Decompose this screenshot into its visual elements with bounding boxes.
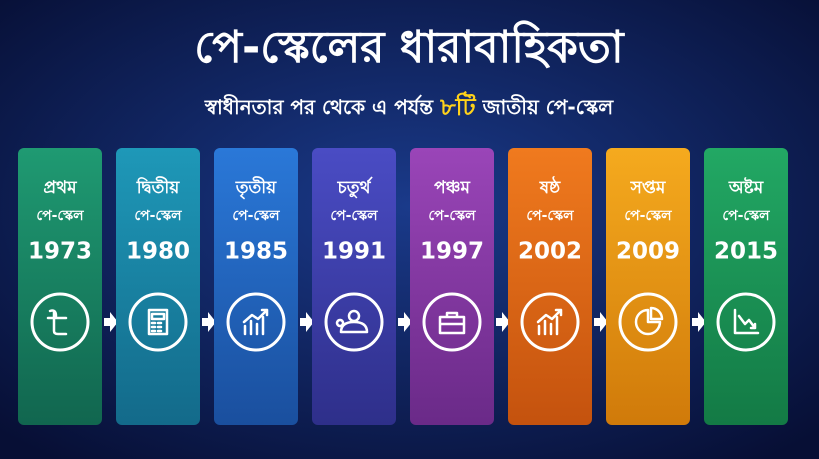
card-background — [606, 148, 690, 425]
icon-circle — [324, 292, 384, 352]
card-year: 1997 — [420, 239, 484, 265]
icon-circle — [226, 292, 286, 352]
card-year: 1973 — [28, 239, 92, 265]
icon — [242, 308, 269, 336]
card: দ্বিতীয় পে-স্কেল 1980 — [116, 148, 200, 425]
arrow — [300, 312, 314, 332]
card: চতুর্থ পে-স্কেল 1991 — [312, 148, 396, 425]
arrow — [692, 312, 706, 332]
card-ordinal: দ্বিতীয় — [136, 176, 181, 198]
card-background — [410, 148, 494, 425]
card-ordinal: সপ্তম — [630, 178, 666, 198]
icon-circle — [128, 292, 188, 352]
icon — [733, 308, 760, 335]
card-year: 2009 — [616, 239, 680, 265]
subtitle: স্বাধীনতার পর থেকে এ পর্যন্ত ৮টি জাতীয় … — [204, 91, 614, 121]
card-year: 1991 — [322, 239, 386, 265]
icon — [634, 306, 664, 336]
arrow — [104, 312, 118, 332]
card-year: 1985 — [224, 239, 288, 265]
card-background — [704, 148, 788, 425]
icon-circle — [30, 292, 90, 352]
icon — [536, 308, 563, 336]
card-label: পে-স্কেল — [624, 208, 672, 224]
card-background — [214, 148, 298, 425]
card-year: 1980 — [126, 239, 190, 265]
icon-circle — [422, 292, 482, 352]
icon — [335, 309, 369, 334]
card: প্রথম পে-স্কেল 1973 — [18, 148, 102, 425]
card: সপ্তম পে-স্কেল 2009 — [606, 148, 690, 425]
subtitle-highlight: ৮টি — [439, 91, 476, 121]
title: পে-স্কেলের ধারাবাহিকতা — [194, 20, 626, 73]
arrow — [594, 312, 608, 332]
card-ordinal: প্রথম — [43, 178, 77, 198]
card-label: পে-স্কেল — [722, 208, 770, 224]
card-ordinal: পঞ্চম — [434, 178, 470, 198]
card-ordinal: চতুর্থ — [337, 176, 374, 199]
card: তৃতীয় পে-স্কেল 1985 — [214, 148, 298, 425]
card: পঞ্চম পে-স্কেল 1997 — [410, 148, 494, 425]
arrow — [398, 312, 412, 332]
card-background — [508, 148, 592, 425]
subtitle-text: স্বাধীনতার পর থেকে এ পর্যন্ত — [204, 94, 434, 119]
card-background — [116, 148, 200, 425]
icon — [438, 311, 466, 335]
card-ordinal: তৃতীয় — [235, 176, 277, 199]
card-ordinal: ষষ্ঠ — [539, 176, 561, 198]
card-background — [18, 148, 102, 425]
card-year: 2002 — [518, 239, 582, 265]
card: অষ্টম পে-স্কেল 2015 — [704, 148, 788, 425]
arrow — [202, 312, 216, 332]
card-year: 2015 — [714, 239, 778, 265]
card: ষষ্ঠ পে-স্কেল 2002 — [508, 148, 592, 425]
card-label: পে-স্কেল — [134, 208, 182, 224]
card-background — [312, 148, 396, 425]
icon-circle — [716, 292, 776, 352]
icon — [46, 309, 68, 336]
card-ordinal: অষ্টম — [728, 176, 764, 198]
card-label: পে-স্কেল — [428, 208, 476, 224]
timeline: প্রথম পে-স্কেল 1973 দ্বিতীয় পে-স্কেল 1980 তৃত… — [18, 148, 788, 425]
card-label: পে-স্কেল — [36, 208, 84, 224]
icon — [147, 308, 169, 336]
arrow — [496, 312, 510, 332]
icon-circle — [520, 292, 580, 352]
card-label: পে-স্কেল — [330, 208, 378, 224]
card-label: পে-স্কেল — [526, 208, 574, 224]
card-label: পে-স্কেল — [232, 208, 280, 224]
subtitle-text: জাতীয় পে-স্কেল — [482, 94, 615, 119]
icon-circle — [618, 292, 678, 352]
